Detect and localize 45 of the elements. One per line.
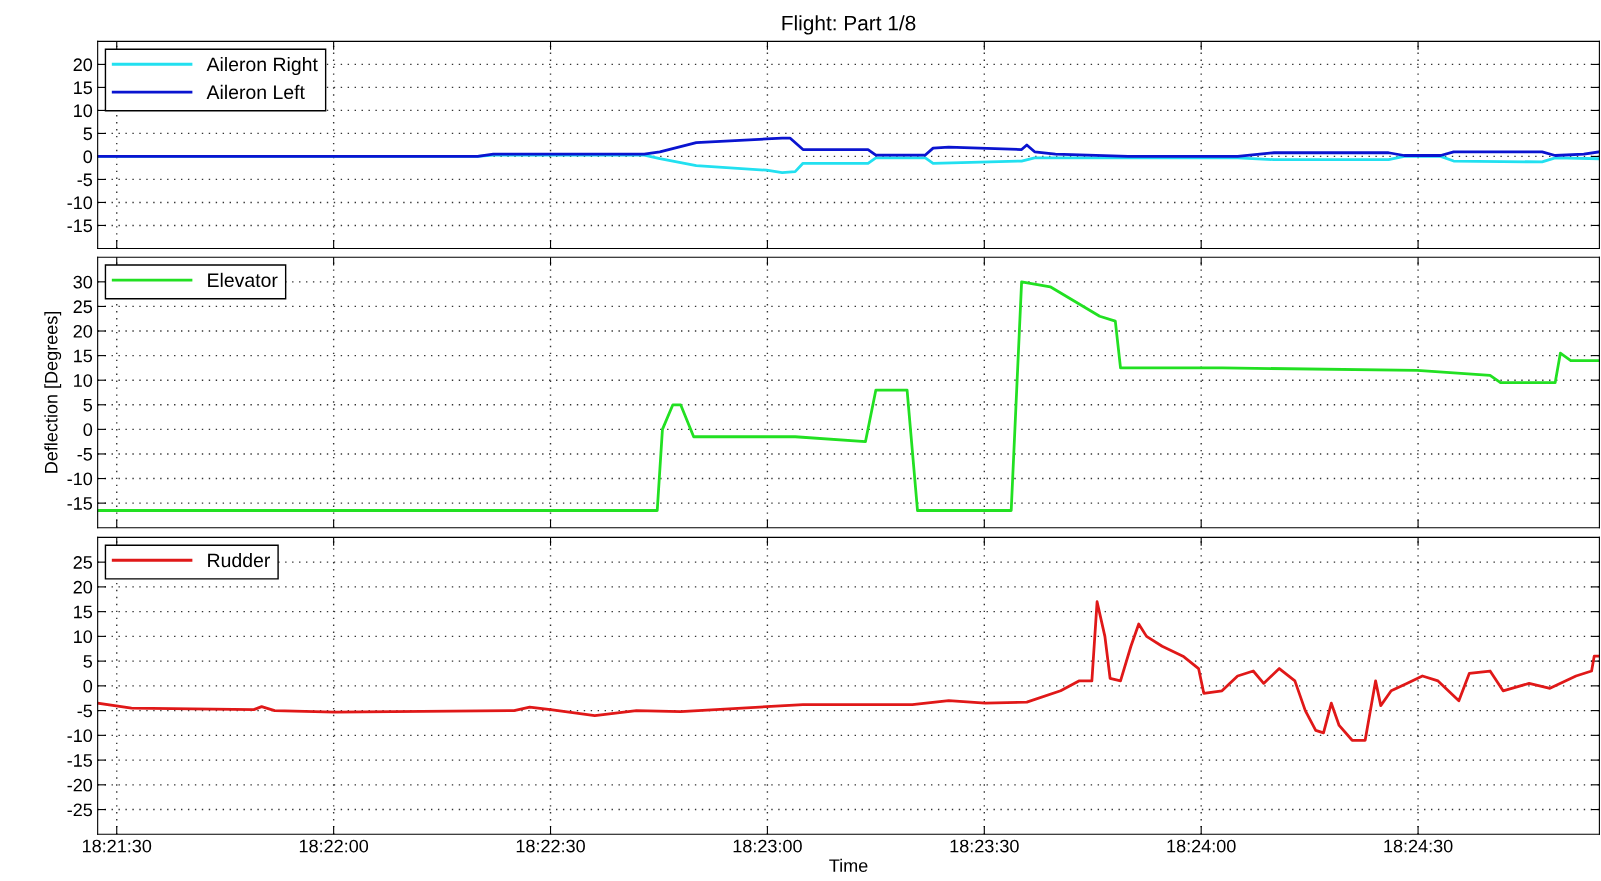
line-series [97, 600, 1600, 742]
x-tick-label: 18:21:30 [82, 839, 152, 853]
x-tick-label: 18:22:30 [516, 839, 585, 853]
y-tick-label: 15 [74, 81, 93, 95]
y-tick-label: -25 [67, 803, 93, 817]
y-tick-label: -5 [77, 448, 93, 461]
y-tick-label: 15 [74, 605, 93, 619]
x-tick-label: 18:23:30 [950, 839, 1019, 853]
x-axis-title: Time [829, 858, 868, 873]
y-tick-label: -5 [77, 704, 93, 718]
x-tick-label: 18:22:00 [299, 839, 369, 853]
y-tick-label: -5 [77, 173, 93, 187]
y-tick-label: -15 [67, 497, 93, 510]
y-tick-label: 20 [73, 580, 93, 594]
y-tick-label: 25 [73, 556, 93, 569]
y-tick-label: -10 [67, 196, 93, 210]
y-axis-title: Deflection [Degrees] [44, 311, 62, 473]
y-tick-label: -20 [67, 778, 93, 792]
line-series [97, 136, 1600, 158]
legend-label: Aileron Left [206, 84, 305, 100]
y-tick-label: 30 [73, 275, 93, 289]
legend-label: Elevator [208, 272, 278, 288]
y-tick-label: 5 [83, 398, 93, 412]
y-tick-label: 10 [74, 104, 93, 118]
y-tick-label: 5 [83, 655, 93, 668]
y-tick-label: -15 [67, 754, 93, 767]
y-tick-label: 25 [73, 300, 93, 314]
y-tick-label: 0 [83, 150, 93, 164]
y-tick-label: -10 [67, 472, 93, 486]
chart-title: Flight: Part 1/8 [782, 15, 916, 35]
y-tick-label: -15 [67, 219, 93, 233]
y-tick-label: 10 [74, 374, 93, 387]
y-tick-label: 10 [74, 630, 93, 644]
x-tick-label: 18:24:00 [1167, 839, 1236, 853]
legend-label: Aileron Right [206, 56, 318, 76]
y-tick-label: 15 [74, 349, 93, 363]
y-tick-label: -10 [67, 729, 93, 743]
legend-label: Rudder [208, 552, 270, 568]
y-tick-label: 0 [83, 423, 93, 437]
x-tick-label: 18:24:30 [1384, 839, 1453, 853]
y-tick-label: 0 [83, 679, 93, 693]
x-tick-label: 18:23:00 [733, 839, 802, 853]
y-tick-label: 5 [83, 127, 93, 141]
y-tick-label: 20 [73, 58, 93, 72]
y-tick-label: 20 [73, 324, 93, 338]
